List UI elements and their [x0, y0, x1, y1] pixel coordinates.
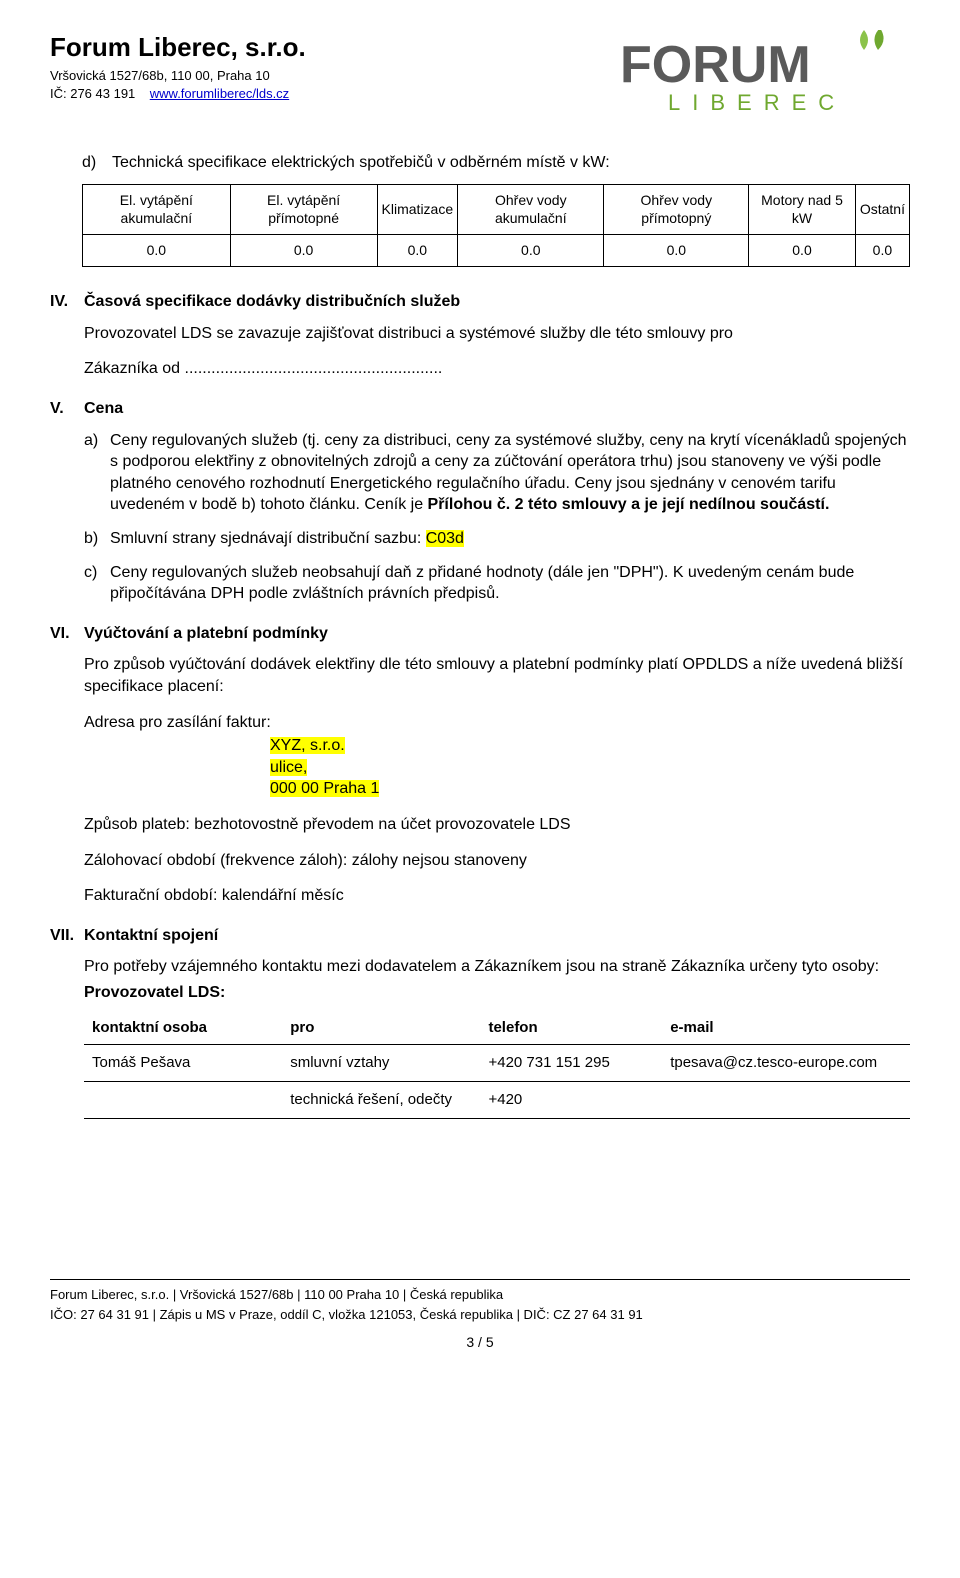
section-v-heading: V. Cena	[50, 398, 910, 420]
spec-col-6: Ostatní	[855, 184, 909, 235]
section-v-b-body: Smluvní strany sjednávají distribuční sa…	[110, 530, 426, 547]
contact-r0c2: +420 731 151 295	[480, 1044, 662, 1081]
section-v-b-text: Smluvní strany sjednávají distribuční sa…	[110, 528, 910, 550]
section-d: d) Technická specifikace elektrických sp…	[82, 152, 910, 267]
spec-col-5: Motory nad 5 kW	[749, 184, 856, 235]
section-vii-body: Pro potřeby vzájemného kontaktu mezi dod…	[84, 956, 910, 978]
section-v-b-hl: C03d	[426, 530, 464, 547]
contact-r0c3: tpesava@cz.tesco-europe.com	[662, 1044, 910, 1081]
section-v-num: V.	[50, 398, 84, 420]
contact-r1c1: technická řešení, odečty	[282, 1082, 480, 1119]
section-v-a-bold: Přílohou č. 2 této smlouvy a je její ned…	[428, 496, 830, 513]
logo-sub-text: LIBEREC	[668, 90, 846, 115]
section-vi-num: VI.	[50, 623, 84, 645]
company-ic-line: IČ: 276 43 191 www.forumliberec/lds.cz	[50, 85, 620, 103]
footer-line-2: IČO: 27 64 31 91 | Zápis u MS v Praze, o…	[50, 1306, 910, 1324]
spec-col-3: Ohřev vody akumulační	[458, 184, 604, 235]
section-v-title: Cena	[84, 398, 123, 420]
section-iv-heading: IV. Časová specifikace dodávky distribuč…	[50, 291, 910, 313]
section-iv-num: IV.	[50, 291, 84, 313]
contact-table-wrap: kontaktní osoba pro telefon e-mail Tomáš…	[84, 1012, 910, 1120]
spec-table-header-row: El. vytápění akumulační El. vytápění pří…	[83, 184, 910, 235]
billing-addr-line1: XYZ, s.r.o.	[270, 737, 345, 754]
section-vi-zaloh: Zálohovací období (frekvence záloh): zál…	[84, 850, 910, 872]
contact-row-0: Tomáš Pešava smluvní vztahy +420 731 151…	[84, 1044, 910, 1081]
contact-r0c1: smluvní vztahy	[282, 1044, 480, 1081]
spec-table: El. vytápění akumulační El. vytápění pří…	[82, 184, 910, 268]
logo-main-text: FORUM	[620, 36, 811, 94]
forum-liberec-logo: FORUM LIBEREC	[620, 30, 910, 120]
spec-val-2: 0.0	[377, 235, 458, 267]
spec-val-4: 0.0	[604, 235, 749, 267]
spec-col-0: El. vytápění akumulační	[83, 184, 231, 235]
billing-address-block: XYZ, s.r.o. ulice, 000 00 Praha 1	[270, 735, 910, 800]
contact-col-0: kontaktní osoba	[84, 1012, 282, 1045]
section-v-c-body: Ceny regulovaných služeb neobsahují daň …	[110, 562, 910, 605]
spec-col-4: Ohřev vody přímotopný	[604, 184, 749, 235]
section-v-a-text: Ceny regulovaných služeb (tj. ceny za di…	[110, 430, 910, 516]
company-name: Forum Liberec, s.r.o.	[50, 30, 620, 65]
section-vi-payment: Způsob plateb: bezhotovostně převodem na…	[84, 814, 910, 836]
page-header: Forum Liberec, s.r.o. Vršovická 1527/68b…	[50, 30, 910, 120]
contact-r1c0	[84, 1082, 282, 1119]
section-v-a-letter: a)	[84, 430, 110, 516]
contact-col-1: pro	[282, 1012, 480, 1045]
section-iv-body1: Provozovatel LDS se zavazuje zajišťovat …	[84, 323, 910, 345]
company-address: Vršovická 1527/68b, 110 00, Praha 10	[50, 67, 620, 85]
contact-table: kontaktní osoba pro telefon e-mail Tomáš…	[84, 1012, 910, 1120]
spec-val-0: 0.0	[83, 235, 231, 267]
section-vii-num: VII.	[50, 925, 84, 947]
section-d-letter: d)	[82, 152, 112, 174]
section-v-b-letter: b)	[84, 528, 110, 550]
section-v-c-letter: c)	[84, 562, 110, 605]
contact-header-row: kontaktní osoba pro telefon e-mail	[84, 1012, 910, 1045]
spec-val-6: 0.0	[855, 235, 909, 267]
section-d-title: Technická specifikace elektrických spotř…	[112, 152, 610, 174]
contact-r1c2: +420	[480, 1082, 662, 1119]
section-vii-heading: VII. Kontaktní spojení	[50, 925, 910, 947]
contact-col-2: telefon	[480, 1012, 662, 1045]
section-vi-heading: VI. Vyúčtování a platební podmínky	[50, 623, 910, 645]
section-v-item-c: c) Ceny regulovaných služeb neobsahují d…	[84, 562, 910, 605]
contact-row-1: technická řešení, odečty +420	[84, 1082, 910, 1119]
contact-r1c3	[662, 1082, 910, 1119]
section-iv-title: Časová specifikace dodávky distribučních…	[84, 291, 460, 313]
spec-col-1: El. vytápění přímotopné	[230, 184, 377, 235]
contact-r0c0: Tomáš Pešava	[84, 1044, 282, 1081]
section-vi-addr-label: Adresa pro zasílání faktur:	[84, 712, 910, 734]
spec-table-value-row: 0.0 0.0 0.0 0.0 0.0 0.0 0.0	[83, 235, 910, 267]
section-vi-title: Vyúčtování a platební podmínky	[84, 623, 328, 645]
contact-col-3: e-mail	[662, 1012, 910, 1045]
section-v-item-b: b) Smluvní strany sjednávají distribuční…	[84, 528, 910, 550]
header-left: Forum Liberec, s.r.o. Vršovická 1527/68b…	[50, 30, 620, 102]
page-number: 3 / 5	[50, 1333, 910, 1352]
billing-addr-line2: ulice,	[270, 759, 307, 776]
section-vii-provoz: Provozovatel LDS:	[84, 982, 910, 1004]
section-v-item-a: a) Ceny regulovaných služeb (tj. ceny za…	[84, 430, 910, 516]
company-url-link[interactable]: www.forumliberec/lds.cz	[150, 86, 289, 101]
leaf-icon	[860, 30, 884, 50]
section-vi-faktur: Fakturační období: kalendářní měsíc	[84, 885, 910, 907]
company-ic: IČ: 276 43 191	[50, 86, 135, 101]
section-iv-body2: Zákazníka od ...........................…	[84, 358, 910, 380]
spec-val-3: 0.0	[458, 235, 604, 267]
billing-addr-line3: 000 00 Praha 1	[270, 780, 379, 797]
footer-line-1: Forum Liberec, s.r.o. | Vršovická 1527/6…	[50, 1286, 910, 1304]
spec-val-1: 0.0	[230, 235, 377, 267]
spec-val-5: 0.0	[749, 235, 856, 267]
spec-col-2: Klimatizace	[377, 184, 458, 235]
section-d-heading-row: d) Technická specifikace elektrických sp…	[82, 152, 910, 174]
section-vii-title: Kontaktní spojení	[84, 925, 218, 947]
section-vi-body: Pro způsob vyúčtování dodávek elektřiny …	[84, 654, 910, 697]
page-footer: Forum Liberec, s.r.o. | Vršovická 1527/6…	[50, 1279, 910, 1323]
